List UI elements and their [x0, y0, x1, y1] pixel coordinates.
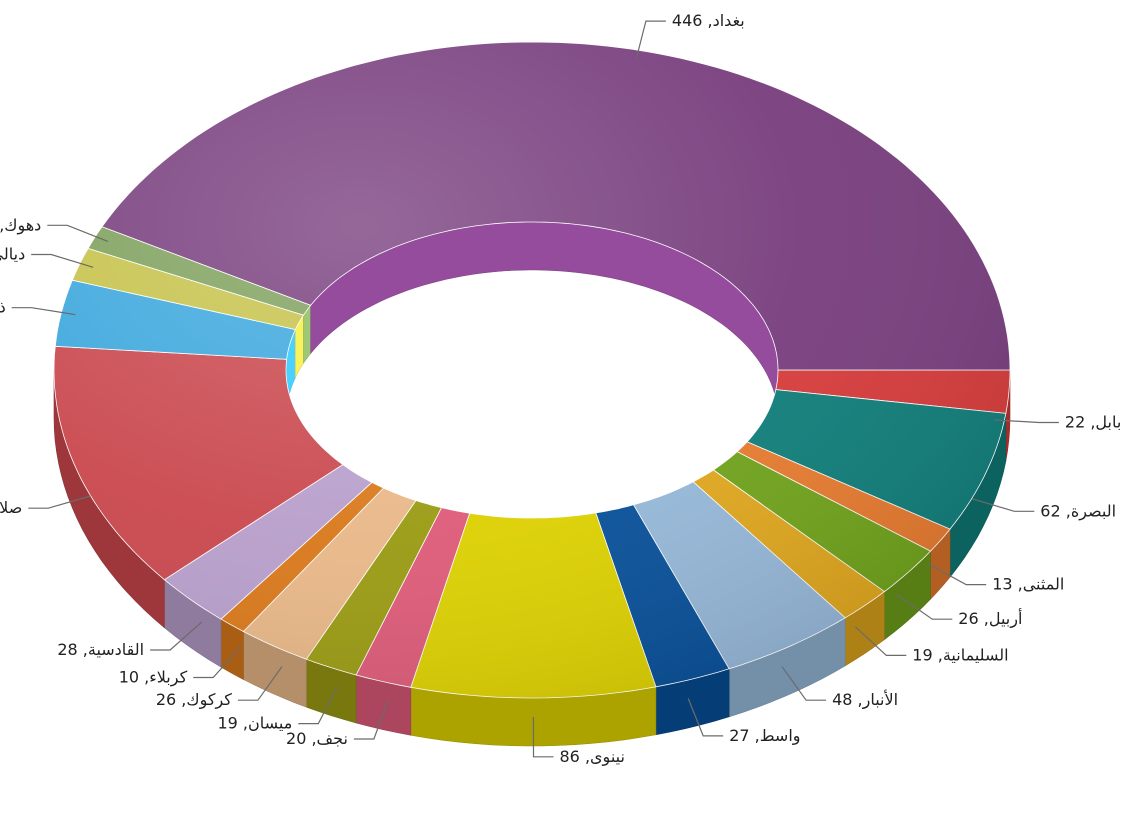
- leader-line-4: [854, 626, 907, 657]
- slice-label-10: 26 ,كركوك: [156, 690, 232, 710]
- leader-line-7: [532, 716, 554, 758]
- leader-line-14: [11, 307, 76, 316]
- slice-label-17: 446 ,بغداد: [672, 11, 745, 30]
- leader-line-17: [635, 20, 666, 61]
- slice-label-9: 19 ,ميسان: [217, 714, 292, 733]
- slice-label-8: 20 ,نجف: [286, 729, 348, 748]
- leader-line-3: [896, 594, 953, 620]
- leader-line-5: [781, 666, 827, 701]
- donut-top-faces: [53, 41, 1011, 699]
- slice-label-5: 48 ,الأنبار: [832, 689, 898, 710]
- slice-label-11: 10 ,كربلاء: [119, 668, 188, 688]
- leader-line-6: [687, 698, 724, 737]
- slice-label-2: 13 ,المثنى: [992, 575, 1064, 594]
- leader-line-2: [928, 563, 987, 586]
- slice-label-12: 28 ,القادسية: [57, 640, 144, 659]
- leader-line-13: [28, 495, 91, 509]
- slice-label-6: 27 ,واسط: [729, 726, 800, 746]
- slice-label-1: 62 ,البصرة: [1040, 501, 1116, 521]
- slice-label-15: 17 ,ديالى: [0, 245, 25, 264]
- leader-line-10: [237, 666, 283, 701]
- slice-label-0: 22 ,بابل: [1065, 413, 1121, 432]
- slice-labels: 22 ,بابل 62 ,البصرة 13 ,المثنى 26 ,أربيل 19 …: [0, 11, 1121, 767]
- leader-line-12: [150, 621, 203, 651]
- leader-line-1: [972, 498, 1035, 512]
- leader-line-0: [994, 419, 1059, 424]
- slice-label-13: 127 ,صلاح الدين: [0, 498, 22, 518]
- leader-line-16: [47, 224, 109, 242]
- slice-label-16: 12 ,دهوك: [0, 215, 41, 235]
- leader-line-11: [193, 646, 242, 679]
- slice-label-7: 86 ,نينوى: [560, 747, 625, 767]
- leader-line-9: [298, 687, 338, 725]
- leader-line-15: [31, 253, 94, 268]
- slice-label-14: 34 ,ذي قار: [0, 298, 6, 318]
- slice-label-4: 19 ,السليمانية: [912, 645, 1008, 664]
- slice-label-3: 26 ,أربيل: [958, 608, 1022, 629]
- leader-line-8: [353, 700, 389, 740]
